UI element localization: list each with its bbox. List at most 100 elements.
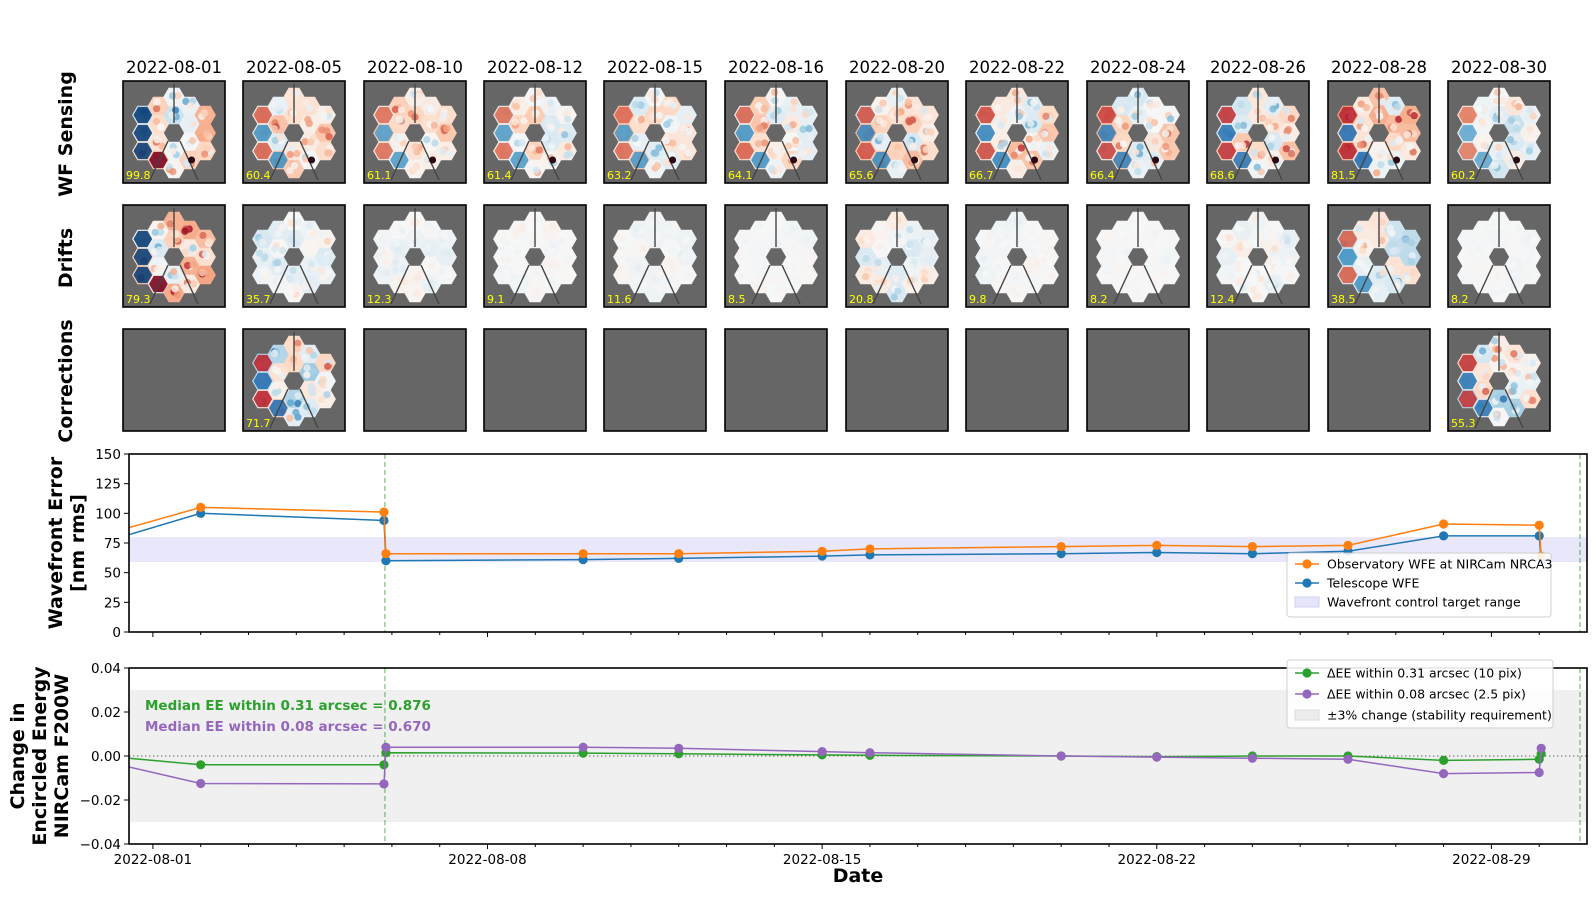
segment-texture	[1356, 239, 1364, 248]
map-value-label: 99.8	[126, 169, 151, 182]
mirror-segment	[373, 229, 395, 249]
mirror-segment	[659, 114, 682, 134]
segment-texture	[426, 267, 434, 275]
segment-texture	[172, 231, 180, 239]
central-obscuration	[1007, 124, 1027, 142]
segment-texture	[1525, 378, 1534, 386]
mirror-segment	[508, 96, 531, 116]
segment-texture	[535, 146, 543, 154]
data-point	[1152, 547, 1162, 558]
mirror-segment	[734, 265, 756, 285]
mirror-segment	[508, 256, 531, 276]
mirror-segment	[917, 265, 939, 285]
segment-texture	[1146, 101, 1155, 110]
segment-texture	[1483, 228, 1491, 236]
mirror-segment	[1472, 344, 1495, 364]
segment-texture	[169, 147, 177, 155]
segment-texture	[1153, 101, 1161, 109]
mirror-segment	[990, 256, 1013, 276]
segment-texture	[783, 123, 792, 132]
segment-texture	[1099, 239, 1107, 247]
segment-texture	[319, 375, 327, 384]
segment-texture	[1114, 116, 1122, 124]
segment-texture	[1129, 218, 1138, 226]
segment-texture	[1493, 88, 1502, 96]
segment-texture	[185, 118, 193, 126]
wfe-legend: Observatory WFE at NIRCam NRCA3 Telescope…	[1286, 552, 1552, 618]
mirror-segment	[1503, 220, 1526, 240]
segment-texture	[772, 268, 780, 277]
segment-texture	[182, 97, 190, 106]
data-point	[1247, 549, 1257, 559]
segment-texture	[1149, 222, 1158, 230]
mirror-segment	[659, 96, 682, 116]
segment-texture	[799, 149, 807, 157]
segment-texture	[1150, 119, 1159, 127]
spider-strut	[902, 264, 922, 305]
segment-texture	[1394, 259, 1402, 268]
segment-texture	[792, 136, 800, 145]
mirror-segment	[870, 256, 893, 276]
spider-strut	[872, 264, 892, 305]
wfe-axes-frame	[128, 453, 1588, 633]
series-ee-008	[129, 742, 1546, 789]
mirror-segment	[870, 220, 893, 240]
segment-texture	[198, 269, 207, 277]
segment-texture	[439, 147, 447, 155]
segment-texture	[755, 261, 763, 270]
edge-segment	[1458, 142, 1478, 160]
mirror-segment	[539, 256, 562, 276]
segment-texture	[547, 99, 555, 107]
data-point	[674, 743, 684, 753]
y-tick-label: 50	[104, 566, 121, 582]
edge-segment	[1097, 106, 1117, 124]
mirror-segment	[493, 265, 515, 285]
mirror-segment	[1352, 238, 1375, 258]
segment-texture	[1491, 161, 1499, 170]
mirror-segment	[1111, 220, 1134, 240]
mirror-segment	[1503, 114, 1526, 134]
mirror-segment	[194, 105, 216, 125]
data-point	[381, 549, 391, 559]
segment-texture	[1045, 144, 1053, 152]
segment-texture	[738, 272, 746, 280]
central-obscuration	[1128, 248, 1148, 266]
data-point	[196, 760, 206, 770]
mirror-segment	[1488, 389, 1510, 409]
segment-texture	[1271, 245, 1279, 253]
segment-texture	[783, 224, 791, 232]
mirror-map-0-6	[845, 80, 949, 184]
mirror-segment	[870, 132, 893, 152]
segment-texture	[323, 258, 331, 266]
segment-texture	[806, 133, 814, 141]
segment-texture	[1509, 243, 1517, 252]
segment-texture	[1015, 218, 1023, 226]
segment-texture	[1242, 241, 1250, 249]
segment-texture	[511, 279, 520, 287]
map-value-label: 8.5	[728, 293, 746, 306]
map-background	[122, 328, 226, 432]
segment-texture	[1498, 214, 1506, 222]
map-background	[363, 328, 467, 432]
segment-texture	[1494, 272, 1502, 281]
mirror-segment	[1111, 114, 1134, 134]
segment-texture	[325, 149, 333, 157]
mirror-segment	[1231, 96, 1254, 116]
segment-texture	[981, 249, 989, 257]
segment-texture	[920, 268, 929, 277]
central-obscuration	[525, 124, 545, 142]
mirror-segment	[147, 114, 170, 134]
data-point	[1056, 751, 1066, 761]
segment-texture	[1479, 119, 1487, 127]
segment-texture	[1269, 105, 1277, 113]
segment-texture	[302, 99, 310, 107]
mirror-map-2-4	[603, 328, 707, 432]
mirror-segment	[524, 159, 546, 179]
segment-texture	[307, 260, 316, 268]
mirror-segment	[388, 96, 411, 116]
segment-texture	[255, 249, 264, 257]
segment-texture	[168, 92, 177, 100]
segment-texture	[286, 150, 294, 159]
segment-texture	[189, 261, 197, 269]
segment-texture	[414, 274, 422, 282]
